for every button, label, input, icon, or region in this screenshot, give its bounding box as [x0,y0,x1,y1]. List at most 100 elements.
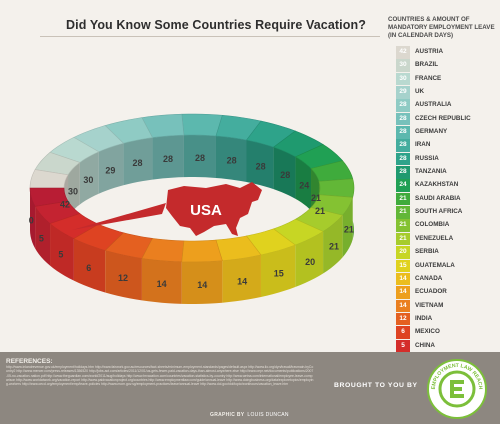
ring-value-label: 42 [60,200,70,210]
segment-outer-wall [141,258,182,304]
ring-value-label: 28 [195,153,205,163]
ring-value-label: 14 [197,280,207,290]
segment-outer-wall [295,231,324,288]
references-block: REFERENCES: http://www.inlandrevenue.gov… [6,358,314,410]
legend-country-label: BRAZIL [415,61,439,69]
segment-outer-wall [105,250,142,301]
title-divider [40,36,380,37]
ring-segment-canada [215,235,262,303]
segment-top [318,178,355,198]
legend-item: 14 ECUADOR [396,286,496,299]
ring-value-label: 28 [256,161,266,171]
segment-outer-wall [30,188,36,249]
ring-value-label: 14 [157,279,167,289]
legend-value-swatch: 21 [396,232,410,246]
legend-value-swatch: 6 [396,326,410,339]
legend-item: 14 CANADA [396,272,496,286]
legend-country-label: GERMANY [415,128,448,136]
ring-value-label: 30 [68,187,78,197]
legend-item: 28 AUSTRALIA [396,99,496,112]
legend-country-label: TANZANIA [415,168,447,176]
segment-top [29,187,69,207]
employment-law-logo[interactable]: EMPLOYMENT LAW REACH [426,358,488,420]
ring-segment-india [104,232,153,301]
legend-item: 5 CHINA [396,339,496,353]
legend-value-swatch: 30 [396,72,410,86]
legend-item: 30 BRAZIL [396,59,496,72]
chart-title: Did You Know Some Countries Require Vaca… [66,18,366,32]
ring-segment-brazil [34,152,81,217]
legend-item: 14 VIETNAM [396,299,496,313]
ring-value-label: 24 [299,181,309,191]
legend-value-swatch: 5 [396,339,410,353]
legend-value-swatch: 14 [396,286,410,299]
legend-country-label: GUATEMALA [415,261,455,269]
ring-value-label: 21 [329,242,339,252]
legend-value-swatch: 28 [396,126,410,139]
ring-value-label: 29 [105,165,115,175]
ring-segment-uk [73,125,124,194]
ring-value-label: 15 [274,269,284,279]
legend-value-swatch: 20 [396,246,410,259]
legend-value-swatch: 28 [396,152,410,166]
ring-value-label: 28 [280,170,290,180]
usa-center-label: USA [190,202,222,219]
legend-item: 20 SERBIA [396,246,496,259]
legend-value-swatch: 12 [396,312,410,326]
segment-inner-wall [79,151,99,205]
segment-top [104,232,153,259]
ring-value-label: 28 [227,156,237,166]
usa-marker: USA [72,182,262,236]
segment-inner-wall [215,135,247,183]
legend-value-swatch: 28 [396,112,410,126]
segment-top [34,200,81,224]
ring-value-label: 5 [39,233,44,243]
ring-segment-colombia [310,194,354,258]
legend-country-label: AUSTRIA [415,48,443,55]
legend-item: 24 KAZAKHSTAN [396,179,496,193]
ring-value-label: 30 [83,175,93,185]
ring-segment-china [49,213,100,281]
segment-outer-wall [35,206,51,266]
usa-pointer [72,203,166,230]
legend-country-label: VENEZUELA [415,234,454,242]
ring-segment-serbia [272,218,324,288]
legend-country-label: INDIA [415,314,433,322]
segment-top [181,239,223,263]
legend-item: 21 SAUDI ARABIA [396,192,496,206]
segment-inner-wall [295,156,312,211]
legend-item: 28 RUSSIA [396,152,496,166]
ring-segment-ecuador [181,239,223,304]
legend-item: 28 CZECH REPUBLIC [396,112,496,126]
ring-chart: 28 28 28 28 28 29 28 30 24 30 21 42 21 0 21 5 21 5 20 6 15 12… [29,113,355,304]
ring-value-label: 6 [86,263,91,273]
ring-value-label: 0 [29,215,34,225]
legend-item: 6 MEXICO [396,326,496,339]
legend-title: COUNTRIES & AMOUNT OF MANDATORY EMPLOYME… [388,16,495,39]
legend-value-swatch: 21 [396,206,410,219]
ring-segment-germany [181,113,223,178]
footer: REFERENCES: http://www.inlandrevenue.gov… [0,352,500,424]
legend-value-swatch: 15 [396,259,410,273]
graphic-credit: GRAPHIC BY LOUIS DUNCAN [210,412,289,418]
legend-value-swatch: 28 [396,166,410,179]
usa-map-icon [166,182,262,236]
legend-item: 15 GUATEMALA [396,259,496,273]
legend: 42 AUSTRIA 30 BRAZIL 30 FRANCE 29 UK 28 AUSTRALIA… [396,46,496,380]
legend-item: 28 IRAN [396,139,496,152]
graphic-by-name: LOUIS DUNCAN [247,412,289,418]
references-label: REFERENCES: [6,358,53,365]
logo-e-mark [450,380,464,398]
segment-inner-wall [68,162,80,217]
ring-value-label: 21 [344,225,354,235]
segment-outer-wall [260,245,296,297]
segment-top [49,213,100,239]
references-text: http://www.inlandrevenue.gov.uk/employme… [6,365,314,387]
legend-country-label: SAUDI ARABIA [415,194,461,202]
ring-segment-vietnam [141,238,185,304]
legend-country-label: ECUADOR [415,288,447,296]
ring-value-label: 21 [311,193,321,203]
segment-inner-wall [98,143,124,194]
legend-value-swatch: 28 [396,99,410,112]
segment-inner-wall [152,135,184,180]
